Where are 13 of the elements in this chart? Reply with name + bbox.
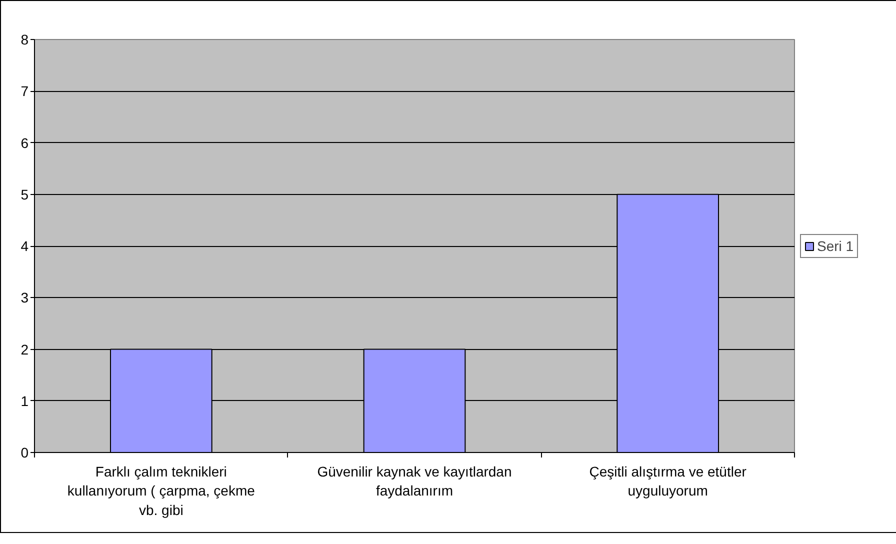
x-tick-label: Güvenilir kaynak ve kayıtlardan faydalanırım (317, 464, 512, 499)
y-tick-label: 7 (20, 83, 29, 100)
x-tick-label: Farklı çalım teknikleri kullanıyorum ( çarpma, çekme vb. gibi (67, 464, 256, 518)
y-tick-label: 5 (20, 186, 29, 202)
y-tick-label: 3 (20, 290, 29, 306)
y-tick-label: 6 (20, 134, 29, 151)
y-tick-label: 1 (20, 392, 29, 409)
y-tick-label: 4 (20, 238, 29, 254)
y-tick-label: 8 (20, 32, 29, 48)
legend-label: Seri 1 (817, 238, 854, 254)
x-tick-label: Çeşitli alıştırma ve etütler uyguluyorum (589, 464, 747, 499)
y-tick-label: 2 (20, 341, 29, 358)
y-tick-label: 0 (20, 444, 29, 460)
